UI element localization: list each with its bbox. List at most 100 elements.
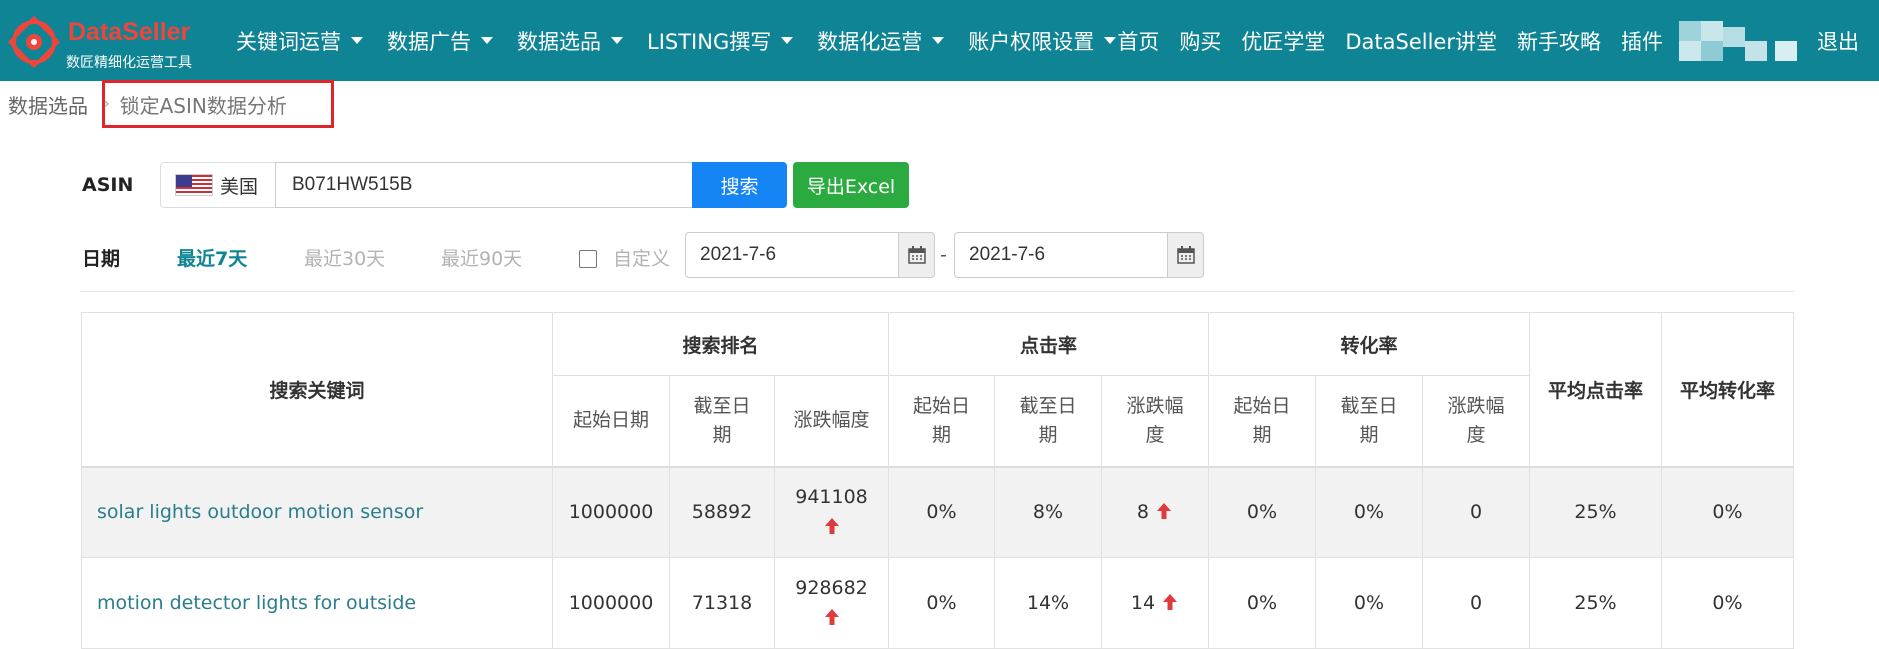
divider bbox=[80, 291, 1794, 292]
avg-cvr-cell: 0% bbox=[1661, 466, 1794, 558]
logo-title: DataSeller bbox=[68, 18, 191, 46]
up-arrow-icon bbox=[824, 609, 839, 625]
ctr-end-cell: 14% bbox=[994, 557, 1102, 649]
caret-down-icon bbox=[481, 37, 493, 44]
ctr-start-cell: 0% bbox=[888, 557, 995, 649]
rank-end-cell: 71318 bbox=[669, 557, 775, 649]
menu-label: 关键词运营 bbox=[236, 29, 341, 54]
highlight-box bbox=[102, 80, 334, 128]
date-range-separator: - bbox=[940, 244, 947, 266]
ctr-change-value: 8 bbox=[1136, 501, 1150, 524]
top-links: 首页 购买 优匠学堂 DataSeller讲堂 新手攻略 插件 退出 bbox=[1097, 0, 1859, 81]
rank-change-cell: 941108 bbox=[774, 466, 889, 558]
header-conversion-rate: 转化率 bbox=[1208, 312, 1530, 376]
header-avg-conversion-rate: 平均转化率 bbox=[1661, 312, 1794, 467]
start-date-input[interactable]: 2021-7-6 bbox=[685, 232, 899, 278]
logo-mark-icon bbox=[7, 15, 61, 69]
header-rank-end: 截至日期 bbox=[669, 375, 775, 467]
keyword-link[interactable]: motion detector lights for outside bbox=[81, 557, 553, 649]
up-arrow-icon bbox=[824, 518, 839, 535]
asin-label: ASIN bbox=[82, 174, 134, 196]
menu-account-permissions[interactable]: 账户权限设置 bbox=[968, 26, 1117, 56]
user-account-blurred[interactable] bbox=[1679, 20, 1797, 61]
cvr-end-cell: 0% bbox=[1315, 557, 1423, 649]
ctr-end-cell: 8% bbox=[994, 466, 1102, 558]
ctr-start-cell: 0% bbox=[888, 466, 995, 558]
header-search-rank: 搜索排名 bbox=[552, 312, 889, 376]
menu-data-operations[interactable]: 数据化运营 bbox=[817, 26, 945, 56]
table-row: motion detector lights for outside 10000… bbox=[81, 557, 1794, 649]
header-ctr-change: 涨跌幅度 bbox=[1101, 375, 1209, 467]
logo-subtitle: 数匠精细化运营工具 bbox=[66, 55, 192, 71]
dataseller-logo[interactable]: DataSeller 数匠精细化运营工具 bbox=[6, 10, 192, 71]
up-arrow-icon bbox=[1163, 594, 1178, 610]
breadcrumb-parent[interactable]: 数据选品 bbox=[8, 93, 88, 118]
caret-down-icon bbox=[1104, 37, 1117, 44]
table-row: solar lights outdoor motion sensor 10000… bbox=[81, 466, 1794, 558]
date-option-30days[interactable]: 最近30天 bbox=[304, 248, 386, 270]
search-button[interactable]: 搜索 bbox=[692, 162, 787, 208]
custom-date-label: 自定义 bbox=[613, 248, 671, 270]
main-menu: 关键词运营 数据广告 数据选品 LISTING撰写 数据化运营 账户权限设置 bbox=[236, 0, 1140, 81]
link-beginner-guide[interactable]: 新手攻略 bbox=[1517, 29, 1601, 54]
header-click-rate: 点击率 bbox=[888, 312, 1209, 376]
date-option-7days[interactable]: 最近7天 bbox=[177, 248, 248, 270]
us-flag-icon bbox=[175, 174, 213, 196]
cvr-change-cell: 0 bbox=[1422, 557, 1530, 649]
cvr-end-cell: 0% bbox=[1315, 466, 1423, 558]
header-cvr-end: 截至日期 bbox=[1315, 375, 1423, 467]
breadcrumb: 数据选品 › 锁定ASIN数据分析 bbox=[8, 88, 287, 120]
rank-start-cell: 1000000 bbox=[552, 557, 670, 649]
end-calendar-icon[interactable] bbox=[1168, 232, 1204, 278]
header-rank-change: 涨跌幅度 bbox=[774, 375, 889, 467]
start-calendar-icon[interactable] bbox=[899, 232, 935, 278]
keyword-link[interactable]: solar lights outdoor motion sensor bbox=[81, 466, 553, 558]
header-ctr-start: 起始日期 bbox=[888, 375, 995, 467]
menu-product-selection[interactable]: 数据选品 bbox=[517, 26, 623, 56]
header-ctr-end: 截至日期 bbox=[994, 375, 1102, 467]
link-home[interactable]: 首页 bbox=[1117, 29, 1160, 54]
country-select[interactable]: 美国 bbox=[160, 162, 276, 208]
avg-cvr-cell: 0% bbox=[1661, 557, 1794, 649]
menu-label: 数据选品 bbox=[517, 29, 601, 54]
link-academy[interactable]: 优匠学堂 bbox=[1241, 29, 1326, 54]
link-lecture[interactable]: DataSeller讲堂 bbox=[1345, 29, 1497, 54]
chevron-right-icon: › bbox=[104, 96, 110, 112]
header-cvr-start: 起始日期 bbox=[1208, 375, 1316, 467]
breadcrumb-current: 锁定ASIN数据分析 bbox=[119, 93, 287, 118]
top-navbar: DataSeller 数匠精细化运营工具 关键词运营 数据广告 数据选品 LIS… bbox=[0, 0, 1879, 81]
caret-down-icon bbox=[781, 37, 794, 44]
asin-input[interactable] bbox=[275, 162, 693, 208]
rank-start-cell: 1000000 bbox=[552, 466, 670, 558]
menu-label: LISTING撰写 bbox=[647, 29, 772, 54]
cvr-change-cell: 0 bbox=[1422, 466, 1530, 558]
cvr-start-cell: 0% bbox=[1208, 466, 1316, 558]
menu-label: 数据化运营 bbox=[817, 29, 923, 54]
cvr-start-cell: 0% bbox=[1208, 557, 1316, 649]
export-excel-button[interactable]: 导出Excel bbox=[793, 162, 909, 208]
caret-down-icon bbox=[611, 37, 623, 44]
link-plugin[interactable]: 插件 bbox=[1621, 29, 1663, 54]
rank-change-cell: 928682 bbox=[774, 557, 889, 649]
menu-label: 数据广告 bbox=[387, 29, 471, 54]
menu-keyword-ops[interactable]: 关键词运营 bbox=[236, 26, 363, 56]
custom-date-checkbox[interactable] bbox=[579, 250, 597, 268]
rank-change-value: 928682 bbox=[795, 577, 868, 599]
up-arrow-icon bbox=[1157, 503, 1172, 520]
caret-down-icon bbox=[351, 37, 363, 44]
ctr-change-value: 14 bbox=[1130, 592, 1156, 614]
header-cvr-change: 涨跌幅度 bbox=[1422, 375, 1530, 467]
link-purchase[interactable]: 购买 bbox=[1179, 29, 1222, 54]
header-rank-start: 起始日期 bbox=[552, 375, 670, 467]
menu-listing-writing[interactable]: LISTING撰写 bbox=[647, 26, 794, 56]
keyword-data-table: 搜索关键词 搜索排名 点击率 转化率 平均点击率 平均转化率 起始日期 截至日期… bbox=[81, 312, 1794, 649]
end-date-input[interactable]: 2021-7-6 bbox=[954, 232, 1168, 278]
country-label: 美国 bbox=[220, 175, 259, 198]
date-option-90days[interactable]: 最近90天 bbox=[441, 248, 523, 270]
menu-data-ads[interactable]: 数据广告 bbox=[387, 26, 493, 56]
header-avg-click-rate: 平均点击率 bbox=[1529, 312, 1662, 467]
logout-link[interactable]: 退出 bbox=[1817, 29, 1859, 54]
rank-change-value: 941108 bbox=[795, 486, 868, 509]
rank-end-cell: 58892 bbox=[669, 466, 775, 558]
ctr-change-cell: 14 bbox=[1101, 557, 1209, 649]
